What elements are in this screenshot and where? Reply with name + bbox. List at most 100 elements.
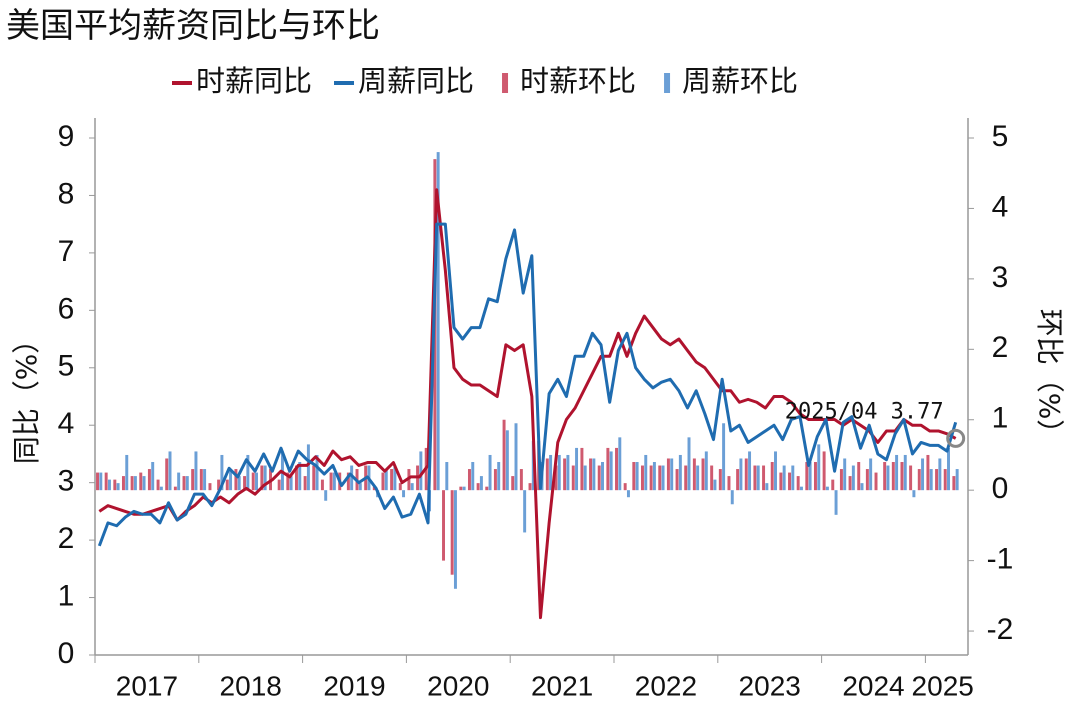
- bar: [635, 462, 639, 491]
- bar: [462, 486, 466, 491]
- y2-tick-label: 3: [992, 261, 1009, 294]
- bar: [817, 444, 821, 491]
- bar: [488, 454, 492, 491]
- x-tick-label: 2023: [739, 670, 801, 701]
- bar: [626, 490, 630, 498]
- bar: [320, 479, 324, 491]
- y2-tick-label: -1: [987, 543, 1014, 576]
- bar: [791, 465, 795, 491]
- bar: [502, 419, 506, 491]
- bar: [312, 465, 316, 491]
- bar: [589, 458, 593, 491]
- bar: [493, 469, 497, 491]
- bar: [860, 483, 864, 491]
- bar: [476, 483, 480, 491]
- bar: [947, 447, 950, 491]
- bar: [133, 476, 137, 491]
- bar: [217, 479, 221, 491]
- bar: [402, 490, 406, 498]
- bar: [130, 476, 134, 491]
- bar: [485, 486, 489, 491]
- bar: [289, 476, 293, 491]
- bar: [935, 469, 939, 491]
- y2-tick-label: 5: [992, 120, 1009, 153]
- bar: [436, 152, 440, 491]
- bar: [142, 476, 146, 491]
- line: [98, 188, 957, 620]
- bar: [926, 454, 930, 491]
- bar: [208, 483, 212, 491]
- bar: [678, 454, 682, 491]
- bar: [182, 476, 186, 491]
- bar: [701, 458, 705, 491]
- bar: [848, 476, 852, 491]
- bar: [623, 483, 627, 491]
- bar: [921, 458, 925, 491]
- bar: [390, 469, 394, 491]
- bar: [505, 430, 509, 491]
- bar: [554, 465, 558, 491]
- y-tick-label: 1: [58, 579, 75, 612]
- bar: [799, 486, 803, 491]
- bar: [580, 447, 584, 491]
- bar: [597, 465, 601, 491]
- bar: [243, 476, 247, 491]
- bar: [519, 469, 523, 491]
- bar: [96, 472, 99, 491]
- y-tick-label: 8: [58, 177, 75, 210]
- bar: [185, 476, 189, 491]
- bar: [563, 458, 567, 491]
- y2-tick-label: 2: [992, 331, 1009, 364]
- bar: [445, 462, 449, 491]
- bar: [177, 472, 181, 491]
- bar: [125, 454, 129, 491]
- bar: [652, 462, 656, 491]
- bar: [834, 490, 838, 515]
- bar: [199, 469, 203, 491]
- bar: [260, 465, 264, 491]
- bar: [955, 469, 959, 491]
- bar: [467, 469, 471, 491]
- bar: [903, 454, 907, 491]
- bar: [696, 465, 700, 491]
- legend-label: 时薪同比: [196, 64, 312, 98]
- bar: [883, 462, 887, 491]
- bar: [246, 454, 250, 491]
- y-tick-label: 4: [58, 407, 75, 440]
- bar: [194, 451, 198, 491]
- bar: [644, 454, 648, 491]
- bar: [156, 479, 160, 491]
- y-tick-label: 3: [58, 465, 75, 498]
- bar: [661, 465, 665, 491]
- bar: [511, 476, 515, 491]
- bar: [765, 483, 769, 491]
- bar: [332, 472, 336, 491]
- bar: [670, 458, 674, 491]
- bar: [748, 451, 752, 491]
- bar: [557, 454, 561, 491]
- bar: [891, 462, 895, 491]
- x-tick-label: 2018: [220, 670, 282, 701]
- bar: [632, 462, 636, 491]
- legend-swatch: [664, 73, 671, 93]
- bar: [203, 469, 207, 491]
- chart-title: 美国平均薪资同比与环比: [6, 6, 380, 46]
- bar: [808, 462, 812, 491]
- y-axis-label: 同比（%）: [10, 326, 43, 465]
- bar: [615, 447, 618, 491]
- bar: [929, 469, 933, 491]
- x-tick-label: 2019: [323, 670, 385, 701]
- bar: [857, 462, 861, 491]
- bar: [159, 486, 163, 491]
- bar: [384, 469, 388, 491]
- legend-swatch: [502, 73, 509, 93]
- bar: [658, 465, 662, 491]
- bar: [770, 462, 774, 491]
- y2-tick-label: 1: [992, 402, 1009, 435]
- bar: [851, 465, 855, 491]
- bar: [113, 479, 117, 491]
- bar: [739, 458, 743, 491]
- bar: [381, 472, 385, 491]
- bar: [912, 490, 916, 498]
